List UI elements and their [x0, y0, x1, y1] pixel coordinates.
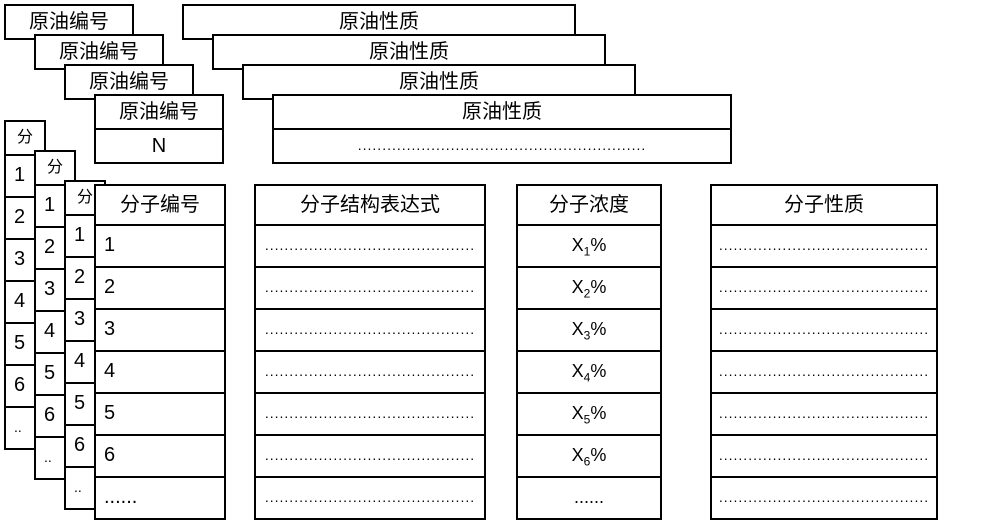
mol-struct-cell: ........................................…: [265, 321, 475, 337]
mol-conc-cell: X1%: [572, 235, 607, 255]
mol-id-cell: ......: [104, 486, 137, 508]
mol-conc-cell: X2%: [572, 277, 607, 297]
mol-id-column: 分子编号 1 2 3 4 5 6 ......: [94, 184, 226, 520]
mol-conc-cell: ......: [574, 487, 604, 507]
col-gap-2: [486, 184, 516, 520]
crude-id-header: 原油编号: [94, 94, 224, 130]
mol-conc-cell: X5%: [572, 403, 607, 423]
crude-id-label: 原油编号: [6, 6, 132, 32]
col-gap-1: [226, 184, 254, 520]
mol-id-cell: 6: [104, 444, 115, 466]
crude-prop-label: 原油性质: [184, 6, 574, 32]
mol-id-cell: 4: [104, 360, 115, 382]
mol-struct-row-5: ........................................…: [254, 394, 486, 436]
mol-prop-row-2: ........................................…: [710, 268, 938, 310]
mol-prop-cell: ........................................…: [719, 279, 929, 295]
mol-struct-row-1: ........................................…: [254, 226, 486, 268]
mol-struct-cell: ........................................…: [265, 447, 475, 463]
mol-prop-header-label: 分子性质: [784, 194, 864, 216]
mol-struct-row-2: ........................................…: [254, 268, 486, 310]
mol-struct-cell: ........................................…: [265, 237, 475, 253]
mol-id-row-more: ......: [94, 478, 226, 520]
mol-prop-row-6: ........................................…: [710, 436, 938, 478]
crude-prop-header-label: 原油性质: [274, 96, 730, 122]
mol-conc-column: 分子浓度 X1% X2% X3% X4% X5% X6% ......: [516, 184, 662, 520]
mol-struct-cell: ........................................…: [265, 279, 475, 295]
mol-conc-cell: X3%: [572, 319, 607, 339]
mol-id-row-2: 2: [94, 268, 226, 310]
mol-conc-row-3: X3%: [516, 310, 662, 352]
mol-conc-row-6: X6%: [516, 436, 662, 478]
mol-id-row-3: 3: [94, 310, 226, 352]
mol-struct-row-more: ........................................…: [254, 478, 486, 520]
mol-id-cell: 3: [104, 318, 115, 340]
mol-prop-row-4: ........................................…: [710, 352, 938, 394]
mol-struct-row-3: ........................................…: [254, 310, 486, 352]
data-table: 分子编号 1 2 3 4 5 6 ...... 分子结构表达式 ........…: [94, 184, 938, 520]
crude-prop-label: 原油性质: [244, 66, 634, 92]
mol-struct-column: 分子结构表达式 ................................…: [254, 184, 486, 520]
mol-conc-header: 分子浓度: [516, 184, 662, 226]
mol-struct-cell: ........................................…: [265, 363, 475, 379]
mol-conc-row-4: X4%: [516, 352, 662, 394]
mol-prop-cell: ........................................…: [719, 363, 929, 379]
mol-prop-cell: ........................................…: [719, 405, 929, 421]
crude-id-label: 原油编号: [36, 36, 162, 62]
mol-conc-row-1: X1%: [516, 226, 662, 268]
mol-struct-row-6: ........................................…: [254, 436, 486, 478]
col-gap-3: [662, 184, 710, 520]
mol-id-row-6: 6: [94, 436, 226, 478]
mol-conc-header-label: 分子浓度: [549, 194, 629, 216]
mol-struct-header: 分子结构表达式: [254, 184, 486, 226]
mol-prop-cell: ........................................…: [719, 489, 929, 505]
mol-prop-row-5: ........................................…: [710, 394, 938, 436]
mol-prop-row-more: ........................................…: [710, 478, 938, 520]
mol-prop-column: 分子性质 ...................................…: [710, 184, 938, 520]
crude-id-label: 原油编号: [66, 66, 192, 92]
crude-prop-header: 原油性质: [272, 94, 732, 130]
mol-id-row-1: 1: [94, 226, 226, 268]
crude-prop-value-text: ........................................…: [358, 137, 647, 153]
mol-id-row-4: 4: [94, 352, 226, 394]
crude-prop-label: 原油性质: [214, 36, 604, 62]
mol-struct-cell: ........................................…: [265, 489, 475, 505]
mol-struct-header-label: 分子结构表达式: [300, 194, 440, 216]
mol-id-cell: 2: [104, 276, 115, 298]
mol-conc-cell: X6%: [572, 445, 607, 465]
mol-conc-row-2: X2%: [516, 268, 662, 310]
mol-id-header-label: 分子编号: [120, 194, 200, 216]
mol-conc-row-5: X5%: [516, 394, 662, 436]
mol-id-row-5: 5: [94, 394, 226, 436]
mol-prop-row-3: ........................................…: [710, 310, 938, 352]
crude-id-value: N: [94, 128, 224, 164]
mol-prop-cell: ........................................…: [719, 321, 929, 337]
mol-struct-row-4: ........................................…: [254, 352, 486, 394]
crude-prop-value: ........................................…: [272, 128, 732, 164]
crude-id-value-text: N: [152, 135, 166, 157]
mol-conc-cell: X4%: [572, 361, 607, 381]
mol-prop-cell: ........................................…: [719, 447, 929, 463]
mol-prop-row-1: ........................................…: [710, 226, 938, 268]
mol-prop-header: 分子性质: [710, 184, 938, 226]
mol-id-header: 分子编号: [94, 184, 226, 226]
mol-prop-cell: ........................................…: [719, 237, 929, 253]
mol-id-cell: 1: [104, 234, 115, 256]
mol-conc-row-more: ......: [516, 478, 662, 520]
mol-id-cell: 5: [104, 402, 115, 424]
crude-id-header-label: 原油编号: [96, 96, 222, 122]
mol-struct-cell: ........................................…: [265, 405, 475, 421]
